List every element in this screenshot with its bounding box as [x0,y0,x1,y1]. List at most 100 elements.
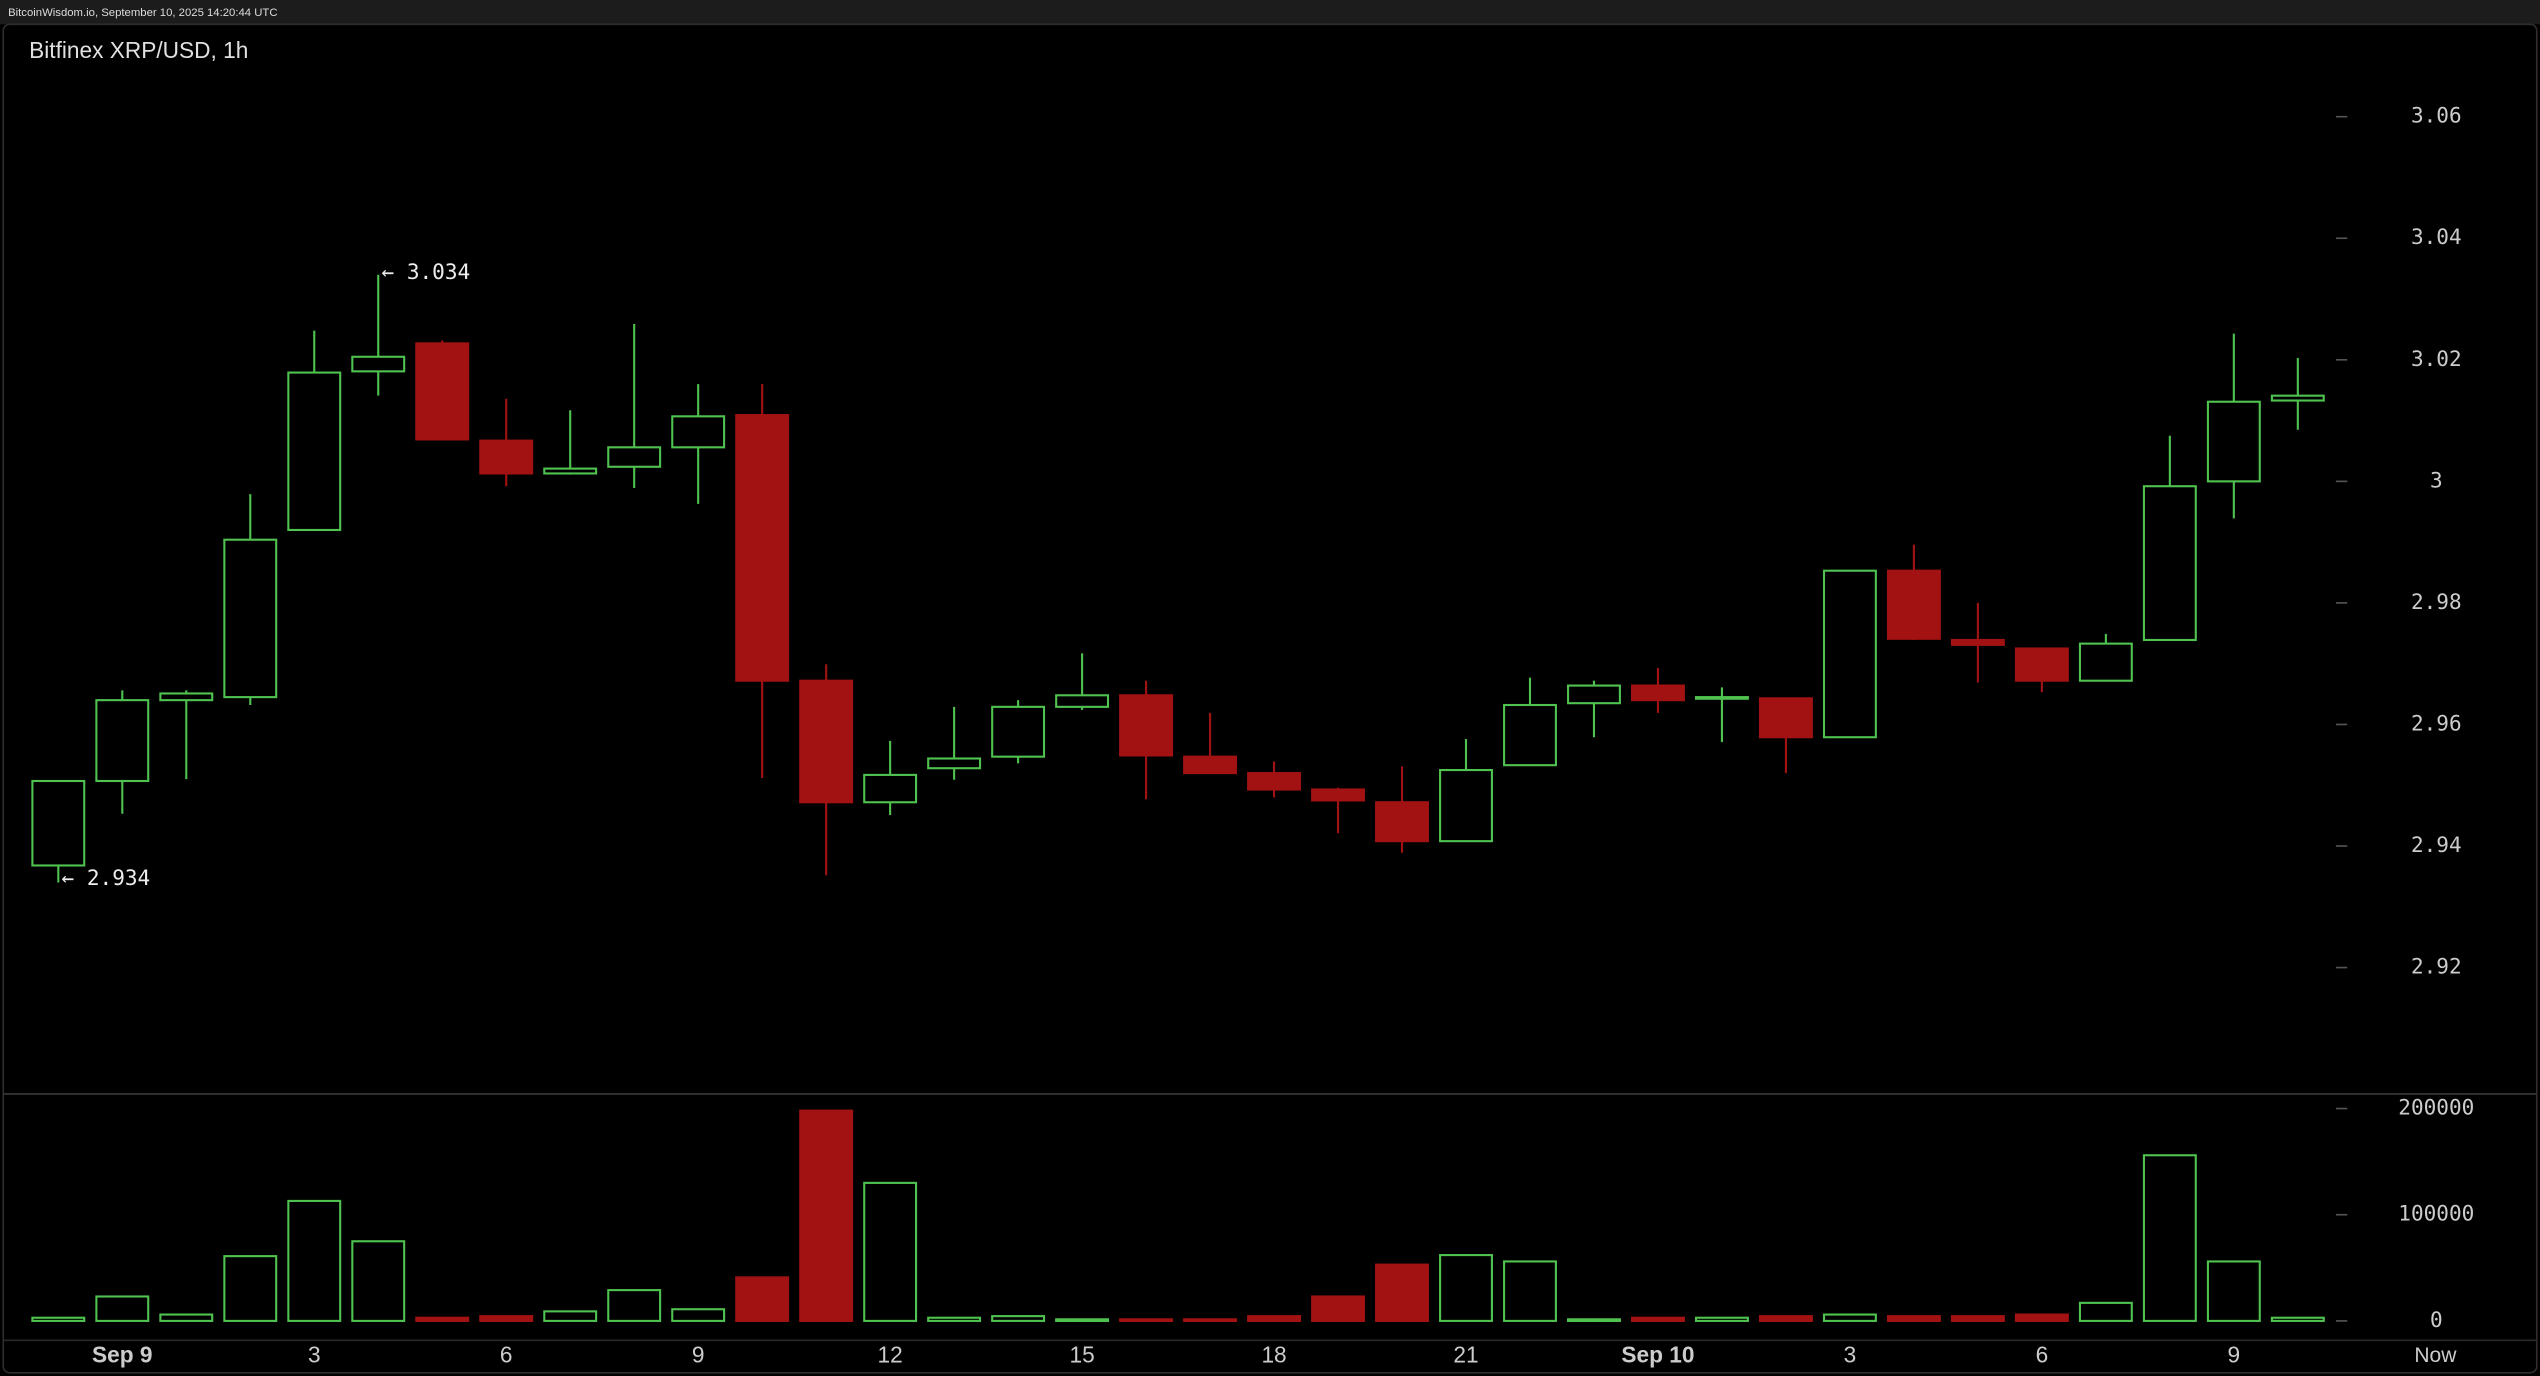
volume-bar [1503,1260,1557,1322]
x-tick-label: 9 [2228,1342,2241,1368]
volume-bar [31,1316,86,1322]
x-tick-label: 15 [1069,1342,1094,1368]
candle-body [479,439,534,475]
candle-body [1822,569,1877,739]
candle-body [927,757,982,770]
volume-bar [1567,1318,1621,1322]
x-tick-label: 3 [308,1342,321,1368]
volume-bar [159,1313,214,1322]
candle-body [1503,703,1557,767]
candle-body [2206,400,2261,483]
volume-bar [1630,1316,1685,1322]
candle-body [159,692,214,702]
volume-bar [735,1276,790,1322]
volume-bar [1247,1315,1302,1322]
candle-body [223,538,278,699]
x-tick-label: Sep 9 [92,1342,152,1368]
header-text: BitcoinWisdom.io, September 10, 2025 14:… [8,7,277,19]
volume-bar [2078,1301,2133,1322]
low-annotation: ← 2.934 [62,865,151,890]
x-tick-label: 12 [878,1342,903,1368]
chart-title: Bitfinex XRP/USD, 1h [29,37,248,63]
candle-body [2142,485,2197,642]
volume-bar [799,1109,854,1322]
candle-body [799,679,854,804]
y-tick-label: 3.06 [2411,103,2462,128]
candle-body [2078,642,2133,682]
candle-body [31,779,86,867]
candle-body [1247,772,1302,791]
candle-body [735,414,790,682]
candle-body [1567,684,1621,705]
volume-bar [927,1316,982,1322]
volume-bar [1311,1295,1366,1322]
volume-bar [287,1199,342,1322]
candle-body [1439,768,1493,843]
candle-body [1758,697,1813,739]
x-tick-label: 21 [1453,1342,1478,1368]
volume-tick-label: 100000 [2398,1201,2474,1226]
volume-bar [991,1315,1046,1322]
x-tick-label: 6 [500,1342,513,1368]
volume-tick-label: 0 [2430,1307,2443,1332]
y-tick-label: 2.94 [2411,832,2462,857]
high-annotation: ← 3.034 [381,259,470,284]
x-tick-label: 3 [1844,1342,1857,1368]
volume-bar [223,1255,278,1322]
candle-body [2014,647,2069,682]
volume-bar [2270,1316,2325,1322]
volume-bar [1886,1315,1941,1322]
candle-body [1950,638,2005,646]
candle-body [2270,394,2325,402]
volume-bar [863,1181,918,1322]
volume-bar [1183,1318,1238,1322]
volume-bar [1439,1254,1493,1322]
volume-bar [2142,1154,2197,1322]
volume-bar [671,1308,726,1322]
volume-tick-label: 200000 [2398,1095,2474,1120]
y-tick-label: 3.04 [2411,224,2462,249]
y-tick-label: 3 [2430,467,2443,492]
x-tick-label: 6 [2036,1342,2049,1368]
volume-bar [415,1316,470,1322]
volume-bar [2014,1313,2069,1322]
candle-body [351,355,406,373]
candle-body [1375,801,1429,843]
candle-body [863,773,918,804]
candle-body [607,446,662,468]
x-tick-label: Sep 10 [1621,1342,1694,1368]
volume-bar [1375,1263,1429,1322]
volume-bar [479,1315,534,1322]
candle-body [1311,788,1366,802]
candle-body [1886,569,1941,640]
x-now-label: Now [2414,1344,2457,1367]
candle-body [543,467,598,475]
volume-bar [95,1295,150,1322]
candle-body [1183,755,1238,775]
y-tick-label: 2.96 [2411,710,2462,735]
volume-bar [543,1310,598,1322]
candle-body [1119,694,1174,757]
volume-bar [2206,1260,2261,1322]
candle-body [991,705,1046,758]
volume-bar [1758,1315,1813,1322]
volume-bar [1119,1318,1174,1322]
chart-panel [2,23,2538,1374]
x-tick-label: 18 [1261,1342,1286,1368]
x-tick-label: 9 [692,1342,705,1368]
header-bar [0,0,2540,25]
volume-bar [1055,1318,1110,1322]
candle-body [95,699,150,783]
y-tick-label: 3.02 [2411,346,2462,371]
volume-bar [1694,1316,1749,1322]
candle-body [287,371,342,532]
candle-body [1055,694,1110,708]
volume-bar [607,1289,662,1322]
candle-body [1694,696,1749,700]
candle-body [1630,684,1685,702]
volume-bar [351,1240,406,1322]
y-tick-label: 2.92 [2411,954,2462,979]
y-tick-label: 2.98 [2411,589,2462,614]
